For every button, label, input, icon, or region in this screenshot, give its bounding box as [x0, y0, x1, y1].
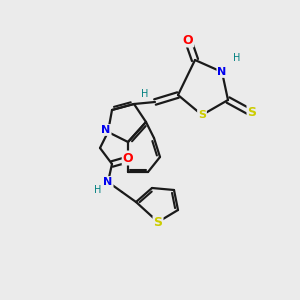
- Text: O: O: [183, 34, 193, 46]
- Text: S: S: [198, 110, 206, 120]
- Text: H: H: [141, 89, 149, 99]
- Text: N: N: [103, 177, 112, 187]
- Text: O: O: [123, 152, 133, 164]
- Text: H: H: [233, 53, 241, 63]
- Text: S: S: [248, 106, 256, 118]
- Text: S: S: [154, 217, 163, 230]
- Text: N: N: [218, 67, 226, 77]
- Text: H: H: [94, 185, 102, 195]
- Text: N: N: [101, 125, 111, 135]
